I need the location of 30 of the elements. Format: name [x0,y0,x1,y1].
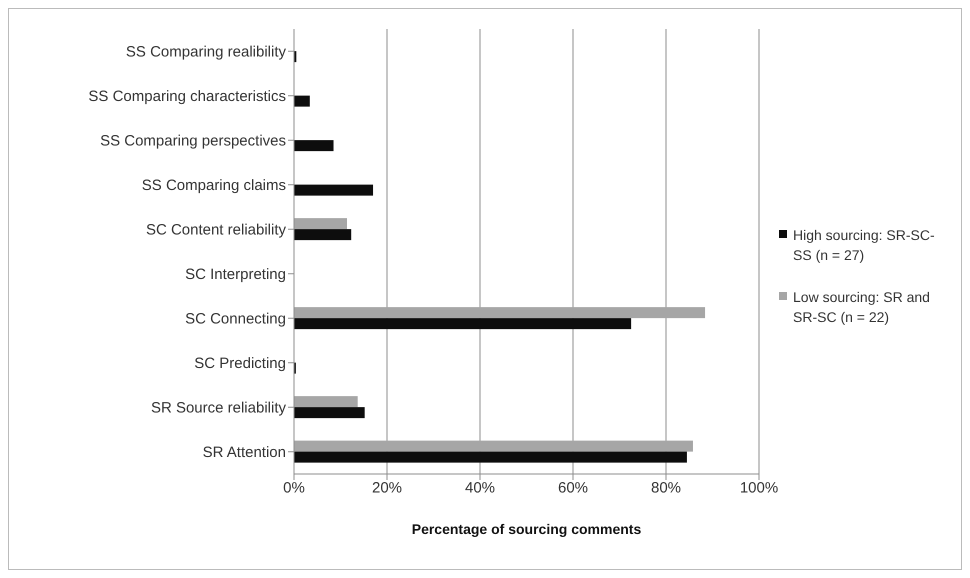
bar [294,96,310,107]
bar [294,396,358,408]
x-axis-title: Percentage of sourcing comments [412,521,642,537]
y-tick-label: SS Comparing characteristics [88,88,286,106]
bar [294,229,352,240]
bar [294,140,334,152]
x-tick-label: 100% [740,480,778,497]
bar [294,218,348,230]
bar [294,452,687,463]
bar [294,307,706,318]
y-tick-label: SS Comparing realibility [126,44,286,61]
y-tick-label: SC Connecting [185,310,286,328]
y-tick-label: SS Comparing perspectives [100,132,286,150]
x-tick-label: 40% [464,480,496,497]
y-tick-label: SR Attention [202,444,286,462]
x-tick-label: 60% [558,480,588,497]
bar [294,318,632,330]
y-tick-label: SC Interpreting [185,266,286,284]
y-tick-label: SS Comparing claims [142,177,286,194]
bar [294,184,374,196]
y-tick-label: SC Content reliability [146,222,286,239]
x-tick-label: 80% [650,480,682,497]
x-tick-label: 0% [283,480,305,497]
y-tick-label: SC Predicting [194,355,286,372]
legend-label: Low sourcing: SR and SR-SC (n = 22) [793,288,931,326]
bar [294,440,693,452]
y-tick-label: SR Source reliability [150,400,286,417]
x-tick-label: 20% [372,480,402,497]
legend-label: High sourcing: SR-SC-SS (n = 27) [793,226,936,264]
bar [294,407,365,418]
